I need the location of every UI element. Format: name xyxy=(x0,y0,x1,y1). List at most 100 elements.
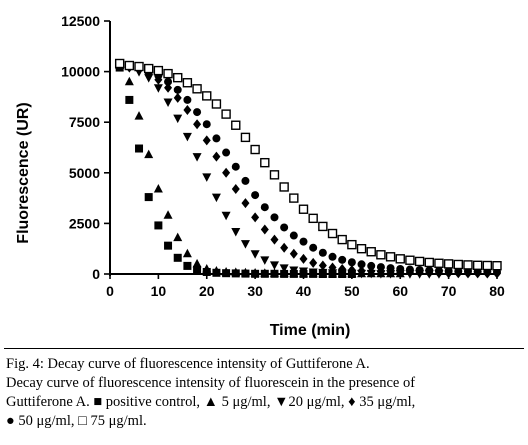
x-tick-label: 70 xyxy=(441,283,457,299)
data-point-35-g-ml xyxy=(309,257,318,268)
data-point-35-g-ml xyxy=(318,260,327,271)
data-point-20-g-ml xyxy=(182,132,192,142)
chart-points xyxy=(114,58,502,279)
data-point-75-g-ml xyxy=(153,65,164,76)
data-point-20-g-ml xyxy=(211,193,221,203)
data-point-50-g-ml xyxy=(212,134,221,143)
data-point-5-g-ml xyxy=(211,265,221,275)
data-point-50-g-ml xyxy=(444,266,453,275)
data-point-50-g-ml xyxy=(309,243,318,252)
data-point-75-g-ml xyxy=(124,60,135,71)
y-tick-label: 7500 xyxy=(69,114,100,130)
data-point-20-g-ml xyxy=(192,153,202,162)
data-point-75-g-ml xyxy=(472,260,483,270)
data-point-75-g-ml xyxy=(143,63,154,74)
data-point-50-g-ml xyxy=(164,77,173,86)
data-point-50-g-ml xyxy=(338,255,347,264)
data-point-35-g-ml xyxy=(212,151,221,162)
data-point-20-g-ml xyxy=(250,250,260,259)
data-point-35-g-ml xyxy=(193,119,202,130)
data-point-75-g-ml xyxy=(163,68,173,79)
data-point-50-g-ml xyxy=(289,231,298,240)
data-point-35-g-ml xyxy=(202,135,211,146)
data-point-20-g-ml xyxy=(153,84,163,93)
data-point-75-g-ml xyxy=(356,243,367,254)
data-point-50-g-ml xyxy=(202,120,211,129)
data-point-5-g-ml xyxy=(192,258,202,268)
data-point-20-g-ml xyxy=(260,256,270,265)
data-point-50-g-ml xyxy=(280,223,289,232)
data-point-5-g-ml xyxy=(240,267,250,277)
data-point-50-g-ml xyxy=(328,252,337,261)
data-point-75-g-ml xyxy=(327,228,338,239)
data-point-5-g-ml xyxy=(153,183,163,193)
data-point-20-g-ml xyxy=(231,227,241,237)
data-point-75-g-ml xyxy=(376,250,386,260)
decay-chart: 0 10 20 30 40 50 60 70 80 0 2500 5000 7500 10000 12500… xyxy=(15,13,505,339)
data-point-20-g-ml xyxy=(299,267,308,276)
data-point-positive-control xyxy=(173,253,182,262)
data-point-5-g-ml xyxy=(231,267,241,276)
x-tick-label: 30 xyxy=(247,283,263,299)
data-point-75-g-ml xyxy=(347,239,357,250)
x-tick-label: 40 xyxy=(296,283,312,299)
data-point-positive-control xyxy=(154,221,163,230)
data-point-35-g-ml xyxy=(183,105,192,116)
x-tick-label: 10 xyxy=(151,283,167,299)
data-point-50-g-ml xyxy=(270,213,279,222)
data-point-positive-control xyxy=(144,193,153,202)
data-point-50-g-ml xyxy=(183,95,192,104)
data-point-50-g-ml xyxy=(367,261,376,270)
data-point-20-g-ml xyxy=(279,264,289,273)
caption-line-4: ● 50 μg/ml, □ 75 μg/ml. xyxy=(6,413,147,429)
data-point-20-g-ml xyxy=(328,269,338,278)
x-axis-title: Time (min) xyxy=(270,322,351,339)
data-point-50-g-ml xyxy=(405,265,414,274)
data-point-75-g-ml xyxy=(182,78,193,88)
data-point-positive-control xyxy=(125,95,134,104)
data-point-75-g-ml xyxy=(463,260,473,270)
data-point-75-g-ml xyxy=(269,170,280,180)
data-point-75-g-ml xyxy=(260,157,270,168)
data-point-35-g-ml xyxy=(347,264,356,275)
data-point-5-g-ml xyxy=(202,263,212,273)
data-point-75-g-ml xyxy=(424,257,434,268)
data-point-5-g-ml xyxy=(173,232,183,242)
data-point-75-g-ml xyxy=(202,91,212,101)
data-point-35-g-ml xyxy=(173,92,182,103)
data-point-75-g-ml xyxy=(453,259,463,270)
y-tick-label: 0 xyxy=(92,266,100,282)
data-point-5-g-ml xyxy=(269,268,279,277)
data-point-75-g-ml xyxy=(337,234,347,245)
data-point-50-g-ml xyxy=(231,162,240,171)
data-point-75-g-ml xyxy=(192,84,202,94)
data-point-75-g-ml xyxy=(308,213,318,224)
y-tick-label: 5000 xyxy=(69,165,100,181)
data-point-75-g-ml xyxy=(318,221,328,232)
caption-line-3: Guttiferone A. ■ positive control, ▲ 5 μ… xyxy=(6,394,416,410)
data-point-35-g-ml xyxy=(241,198,250,209)
data-point-5-g-ml xyxy=(182,248,192,258)
y-tick-label: 2500 xyxy=(69,215,100,231)
data-point-75-g-ml xyxy=(298,204,309,214)
figure-caption: Fig. 4: Decay curve of fluorescence inte… xyxy=(6,355,524,431)
data-point-50-g-ml xyxy=(260,203,269,212)
data-point-75-g-ml xyxy=(173,72,183,83)
data-point-35-g-ml xyxy=(280,242,289,253)
data-point-50-g-ml xyxy=(396,264,405,273)
data-point-75-g-ml xyxy=(385,252,396,262)
data-point-20-g-ml xyxy=(240,240,250,249)
data-point-positive-control xyxy=(164,241,173,250)
data-point-5-g-ml xyxy=(124,76,134,86)
data-point-50-g-ml xyxy=(241,176,250,185)
data-point-positive-control xyxy=(193,265,202,274)
data-point-75-g-ml xyxy=(289,193,299,203)
data-point-50-g-ml xyxy=(299,237,308,246)
data-point-75-g-ml xyxy=(414,256,425,267)
data-point-50-g-ml xyxy=(357,260,366,269)
data-point-75-g-ml xyxy=(395,254,405,264)
y-axis-title: Fluorescence (UR) xyxy=(15,102,32,243)
data-point-positive-control xyxy=(183,261,192,270)
data-point-75-g-ml xyxy=(443,259,454,269)
